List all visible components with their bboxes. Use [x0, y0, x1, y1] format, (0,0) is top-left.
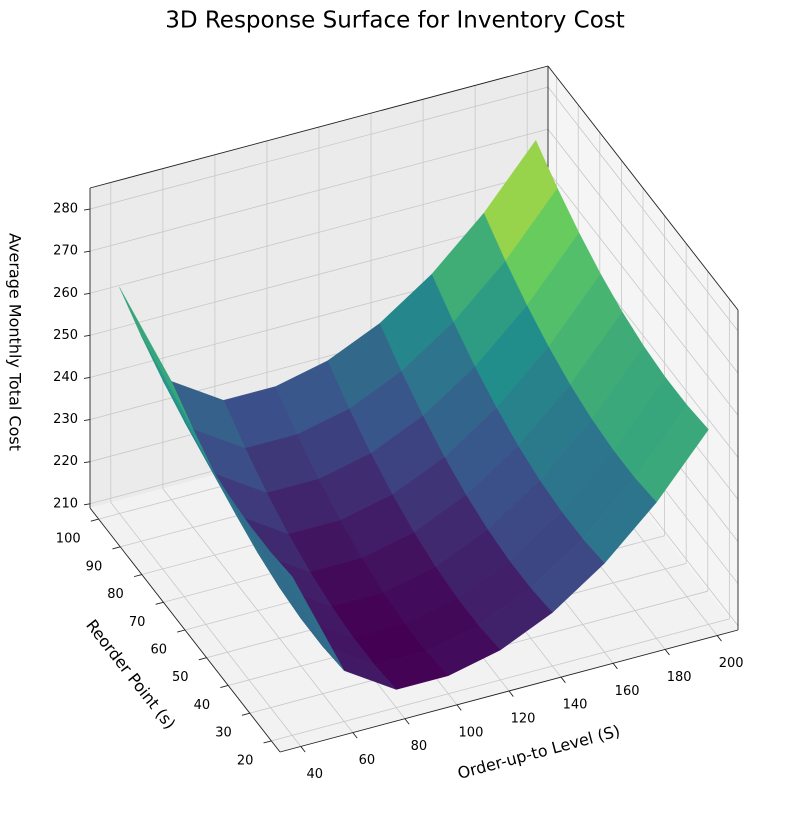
surface-cell: [270, 552, 345, 671]
tick-mark: [560, 676, 566, 683]
chart-title: 3D Response Surface for Inventory Cost: [165, 8, 625, 34]
z-tick-label: 250: [53, 328, 78, 343]
x-tick-label: 200: [719, 656, 744, 671]
tick-mark: [90, 518, 99, 522]
z-tick-label: 210: [53, 496, 78, 511]
z-axis-label: Average Monthly Total Cost: [6, 233, 25, 451]
tick-mark: [612, 662, 618, 670]
tick-mark: [404, 718, 410, 725]
z-tick-label: 240: [53, 370, 78, 385]
tick-mark: [83, 292, 91, 295]
tick-mark: [716, 635, 722, 642]
z-tick-label: 220: [53, 454, 78, 469]
z-tick-label: 280: [53, 202, 78, 217]
tick-mark: [83, 461, 91, 464]
y-tick-label: 70: [129, 615, 146, 630]
tick-mark: [263, 740, 272, 744]
y-tick-label: 80: [107, 587, 124, 602]
tick-mark: [133, 574, 142, 578]
axis-edge: [89, 507, 281, 753]
x-tick-label: 140: [563, 698, 588, 713]
y-axis-label: Reorder Point (s): [82, 616, 179, 733]
grid-line: [89, 128, 549, 252]
x-tick-label: 40: [307, 767, 324, 782]
y-tick-label: 60: [150, 643, 167, 658]
axis-edge: [89, 65, 549, 189]
tick-mark: [664, 649, 670, 656]
axis-edge: [547, 65, 739, 311]
surface: [119, 140, 709, 690]
y-tick-label: 90: [86, 559, 103, 574]
grid-line: [547, 128, 739, 374]
tick-mark: [177, 629, 186, 633]
tick-mark: [508, 690, 514, 697]
tick-mark: [352, 732, 358, 739]
tick-mark: [300, 746, 306, 753]
tick-mark: [456, 704, 462, 711]
grid-line: [547, 171, 739, 416]
tick-mark: [241, 712, 250, 716]
tick-mark: [83, 377, 91, 379]
x-tick-label: 180: [667, 670, 692, 685]
tick-mark: [198, 657, 207, 661]
x-tick-label: 60: [359, 753, 376, 768]
grid-line: [547, 86, 739, 332]
x-tick-label: 120: [511, 712, 536, 727]
tick-mark: [83, 419, 91, 422]
x-tick-label: 100: [459, 725, 484, 740]
axis-edge: [279, 629, 739, 753]
tick-mark: [83, 334, 91, 337]
tick-mark: [83, 208, 91, 211]
grid-line: [89, 86, 549, 210]
y-tick-label: 100: [56, 532, 81, 547]
x-tick-label: 160: [615, 684, 640, 699]
y-tick-label: 40: [194, 698, 211, 713]
y-tick-label: 20: [237, 753, 254, 768]
grid-line: [89, 170, 549, 294]
y-tick-label: 30: [215, 726, 232, 741]
tick-mark: [83, 503, 91, 506]
z-tick-label: 260: [53, 286, 78, 301]
tick-mark: [83, 250, 91, 253]
z-tick-label: 270: [53, 244, 78, 259]
grid-line: [271, 618, 730, 742]
tick-mark: [112, 546, 121, 550]
tick-mark: [155, 601, 164, 605]
y-tick-label: 50: [172, 670, 189, 685]
tick-mark: [220, 685, 229, 688]
z-tick-label: 230: [53, 412, 78, 427]
x-tick-label: 80: [411, 739, 428, 754]
